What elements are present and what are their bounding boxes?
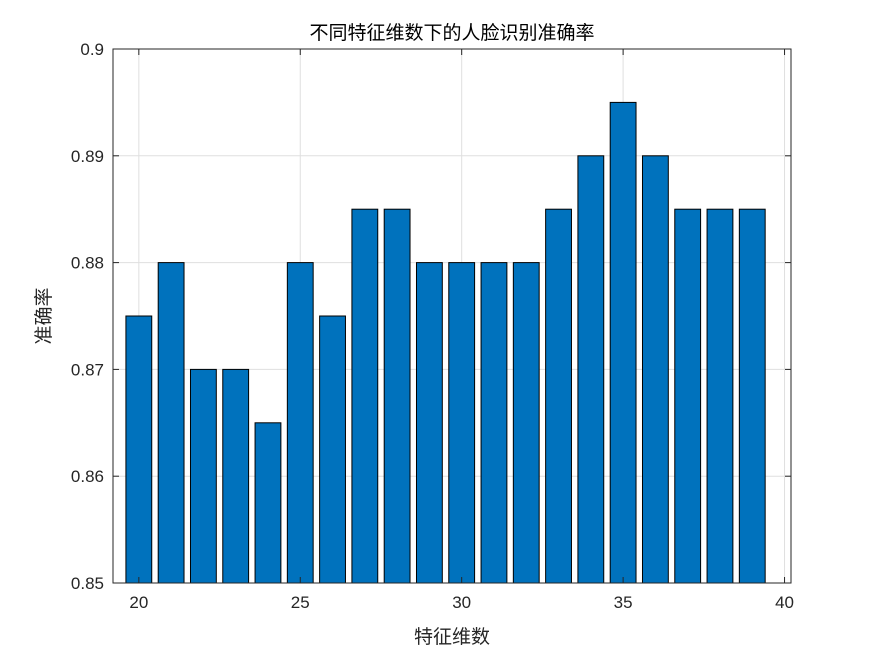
y-tick-label-4: 0.89 — [71, 147, 104, 166]
bar-27 — [351, 208, 379, 584]
bar-33 — [545, 208, 572, 584]
chart-title: 不同特征维数下的人脸识别准确率 — [309, 22, 594, 44]
bar-35 — [609, 101, 637, 584]
y-tick-label-0: 0.85 — [71, 574, 104, 593]
bar-24 — [254, 422, 282, 584]
x-tick-label-1: 25 — [291, 593, 310, 612]
x-tick-label-0: 20 — [129, 593, 148, 612]
y-tick-label-5: 0.9 — [80, 40, 104, 59]
y-tick-label-1: 0.86 — [71, 467, 104, 486]
bar-36 — [641, 155, 669, 584]
x-axis-label: 特征维数 — [414, 626, 490, 648]
x-tick-label-4: 40 — [775, 593, 794, 612]
y-tick-label-3: 0.88 — [71, 254, 104, 273]
bar-20 — [125, 315, 153, 584]
bar-32 — [512, 262, 540, 584]
bar-31 — [480, 262, 508, 584]
y-tick-label-2: 0.87 — [71, 360, 104, 379]
bar-30 — [448, 262, 476, 584]
bar-22 — [189, 368, 217, 584]
y-axis-label: 准确率 — [33, 287, 55, 344]
bar-21 — [157, 262, 185, 584]
x-tick-label-3: 35 — [614, 593, 633, 612]
bar-34 — [577, 155, 605, 584]
tick-marks — [113, 48, 791, 584]
bar-26 — [319, 315, 346, 584]
bar-39 — [738, 208, 766, 584]
bar-25 — [286, 262, 314, 584]
bar-37 — [674, 208, 702, 584]
bar-29 — [415, 262, 443, 584]
bar-38 — [706, 208, 734, 584]
x-tick-label-2: 30 — [452, 593, 471, 612]
x-tick-labels: 20 25 30 35 40 — [129, 593, 794, 612]
bar-23 — [222, 368, 250, 584]
bar-28 — [383, 208, 411, 584]
y-tick-labels: 0.85 0.86 0.87 0.88 0.89 0.9 — [71, 40, 104, 593]
plot-box — [112, 48, 792, 584]
bars — [125, 101, 766, 584]
